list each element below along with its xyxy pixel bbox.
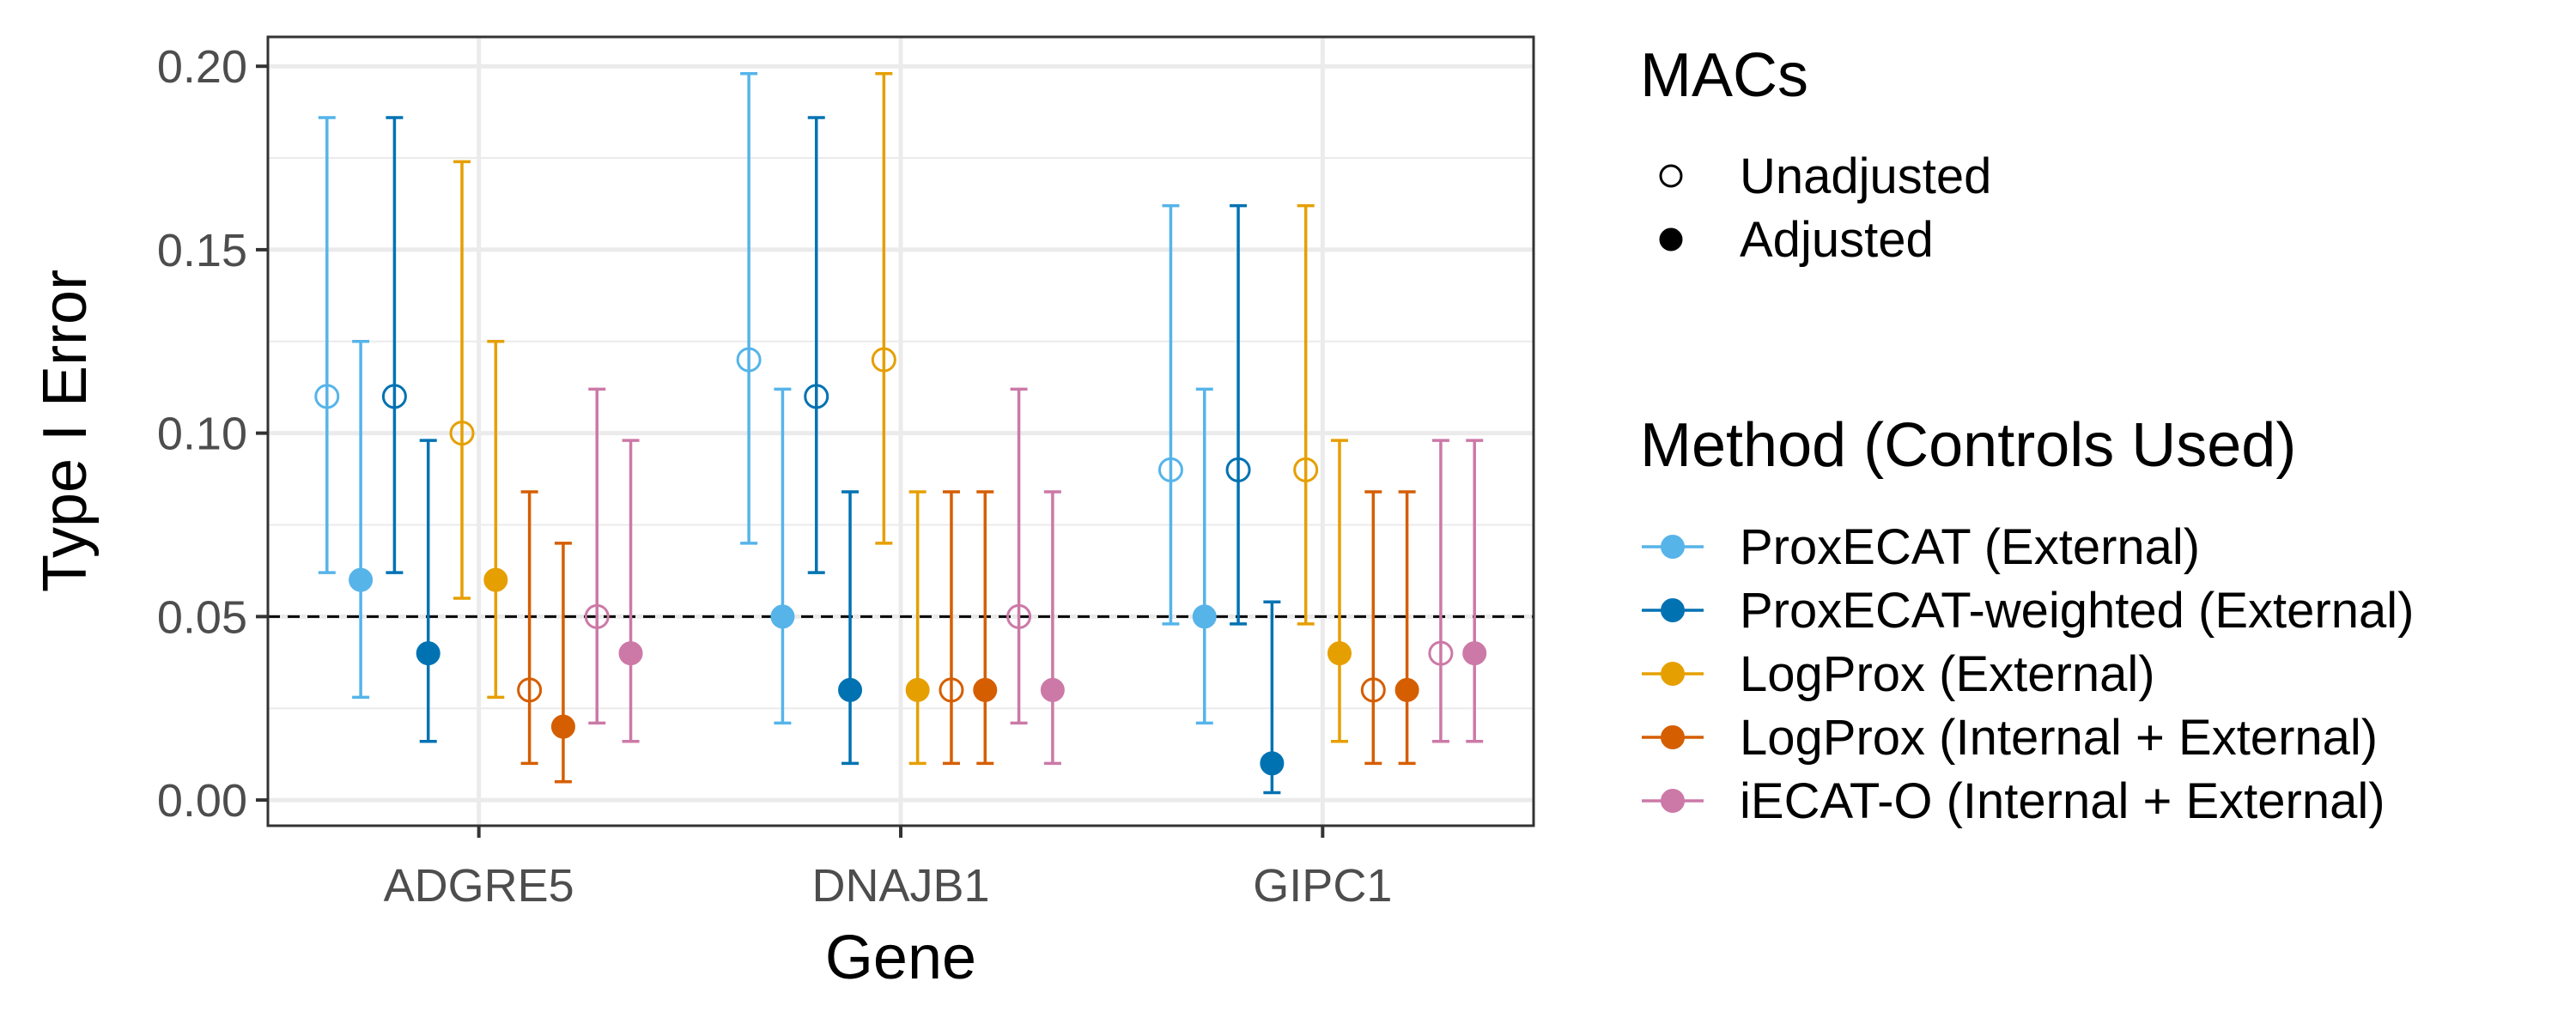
data-point <box>1192 604 1217 629</box>
data-point <box>1327 641 1352 666</box>
error-bar <box>1195 387 1213 725</box>
legend-label: LogProx (External) <box>1740 646 2155 702</box>
y-axis-ticks: 0.00 0.05 0.10 0.15 0.20 <box>157 41 268 827</box>
error-bar <box>554 542 572 784</box>
data-point <box>381 384 407 409</box>
y-axis-title: Type I Error <box>31 270 100 592</box>
legend-label: LogProx (Internal + External) <box>1740 710 2378 766</box>
data-point <box>618 641 643 666</box>
data-point <box>517 677 543 703</box>
data-point <box>1006 603 1032 629</box>
data-point <box>1428 640 1454 666</box>
error-bar <box>318 116 336 574</box>
data-point <box>905 677 930 702</box>
data-point <box>584 603 610 629</box>
data-point <box>349 567 374 592</box>
legend-label: ProxECAT (External) <box>1740 519 2200 575</box>
error-bar <box>1398 490 1416 766</box>
data-point <box>1462 641 1487 666</box>
error-bar <box>1431 439 1449 743</box>
error-bar <box>807 116 825 574</box>
data-point <box>1157 457 1183 482</box>
data-point <box>1040 677 1065 702</box>
data-point <box>1260 751 1285 776</box>
data-point <box>871 347 896 373</box>
y-tick-label: 0.20 <box>157 41 247 93</box>
error-bar <box>908 490 927 766</box>
x-axis-title: Gene <box>825 924 976 992</box>
error-bar <box>487 340 505 700</box>
legend-swatch-point <box>1661 535 1685 559</box>
legend-swatch-point <box>1661 789 1685 813</box>
legend-swatch-point <box>1661 725 1685 749</box>
legend-swatch-point <box>1661 598 1685 622</box>
legend-method-title: Method (Controls Used) <box>1640 411 2296 480</box>
data-point <box>804 384 829 409</box>
error-bar <box>352 340 370 700</box>
legend-label: Unadjusted <box>1740 148 1991 204</box>
error-bar <box>520 490 538 766</box>
error-bar <box>1230 203 1248 626</box>
error-bar <box>588 387 606 725</box>
error-bar <box>774 387 792 725</box>
data-point <box>1225 457 1251 482</box>
error-bar <box>1010 387 1028 725</box>
legend-swatch-open-circle <box>1659 164 1683 188</box>
legend-label: Adjusted <box>1740 212 1934 268</box>
data-point <box>483 567 508 592</box>
data-point <box>939 677 964 703</box>
y-tick-label: 0.05 <box>157 591 247 643</box>
error-bar <box>1043 490 1061 766</box>
error-bar <box>453 160 471 600</box>
data-point <box>770 604 795 629</box>
data-point <box>1293 457 1319 482</box>
error-bar <box>1466 439 1484 743</box>
y-tick-label: 0.00 <box>157 775 247 827</box>
error-bars <box>318 71 1484 795</box>
y-tick-label: 0.15 <box>157 225 247 276</box>
data-point <box>838 677 863 702</box>
data-point <box>449 421 475 446</box>
error-bar <box>1162 203 1180 626</box>
data-point <box>736 347 762 373</box>
error-bar <box>942 490 960 766</box>
data-point <box>416 641 440 666</box>
legend-method: ProxECAT (External) ProxECAT-weighted (Ex… <box>1642 519 2414 829</box>
legend-macs-title: MACs <box>1640 41 1808 110</box>
legend-swatch-point <box>1661 662 1685 686</box>
x-axis-ticks: ADGRE5 DNAJB1 GIPC1 <box>384 826 1392 912</box>
error-bar <box>976 490 994 766</box>
legend-swatch-filled-circle <box>1659 227 1683 251</box>
error-bar <box>1330 439 1348 743</box>
data-points <box>314 347 1487 776</box>
error-bar <box>419 439 437 743</box>
data-point <box>314 384 340 409</box>
data-point <box>550 714 575 739</box>
data-point <box>1394 677 1419 702</box>
legend-macs: Unadjusted Adjusted <box>1659 148 1991 268</box>
error-bar <box>1297 203 1315 626</box>
error-bar <box>841 490 860 766</box>
x-tick-label: GIPC1 <box>1253 860 1392 912</box>
x-tick-label: DNAJB1 <box>811 860 989 912</box>
x-tick-label: ADGRE5 <box>384 860 574 912</box>
error-bar <box>875 71 893 545</box>
data-point <box>1360 677 1386 703</box>
legend-label: iECAT-O (Internal + External) <box>1740 773 2385 829</box>
error-bar <box>622 439 640 743</box>
y-tick-label: 0.10 <box>157 409 247 460</box>
data-point <box>973 677 998 702</box>
legend-label: ProxECAT-weighted (External) <box>1740 583 2414 639</box>
error-bar <box>386 116 404 574</box>
error-bar <box>1364 490 1382 766</box>
error-bar <box>740 71 758 545</box>
